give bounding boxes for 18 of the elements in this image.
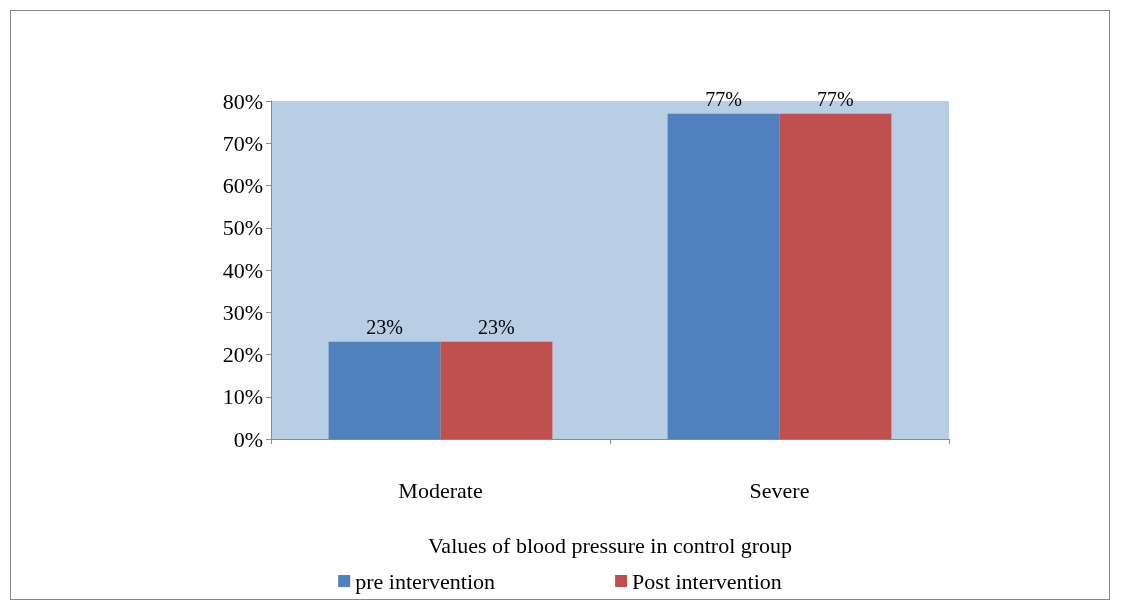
- y-tick-label: 20%: [222, 342, 263, 367]
- y-tick-label: 50%: [222, 215, 263, 241]
- y-tick-label: 40%: [222, 257, 263, 283]
- y-tick-label: 60%: [222, 173, 263, 198]
- legend-label: Post intervention: [632, 568, 782, 594]
- y-tick-label: 80%: [222, 88, 263, 114]
- data-label: 23%: [366, 315, 403, 338]
- legend-label: pre intervention: [355, 568, 496, 594]
- x-tick-label: Moderate: [398, 477, 483, 503]
- data-label: 77%: [817, 87, 854, 110]
- data-label: 77%: [705, 87, 742, 110]
- y-tick-label: 30%: [222, 299, 263, 325]
- x-axis-title: Values of blood pressure in control group: [427, 532, 793, 558]
- x-tick-label: Severe: [749, 477, 810, 503]
- y-tick-label: 70%: [222, 130, 263, 156]
- y-tick-label: 10%: [222, 384, 263, 410]
- y-tick-label: 0%: [233, 426, 263, 452]
- data-label: 23%: [478, 315, 515, 338]
